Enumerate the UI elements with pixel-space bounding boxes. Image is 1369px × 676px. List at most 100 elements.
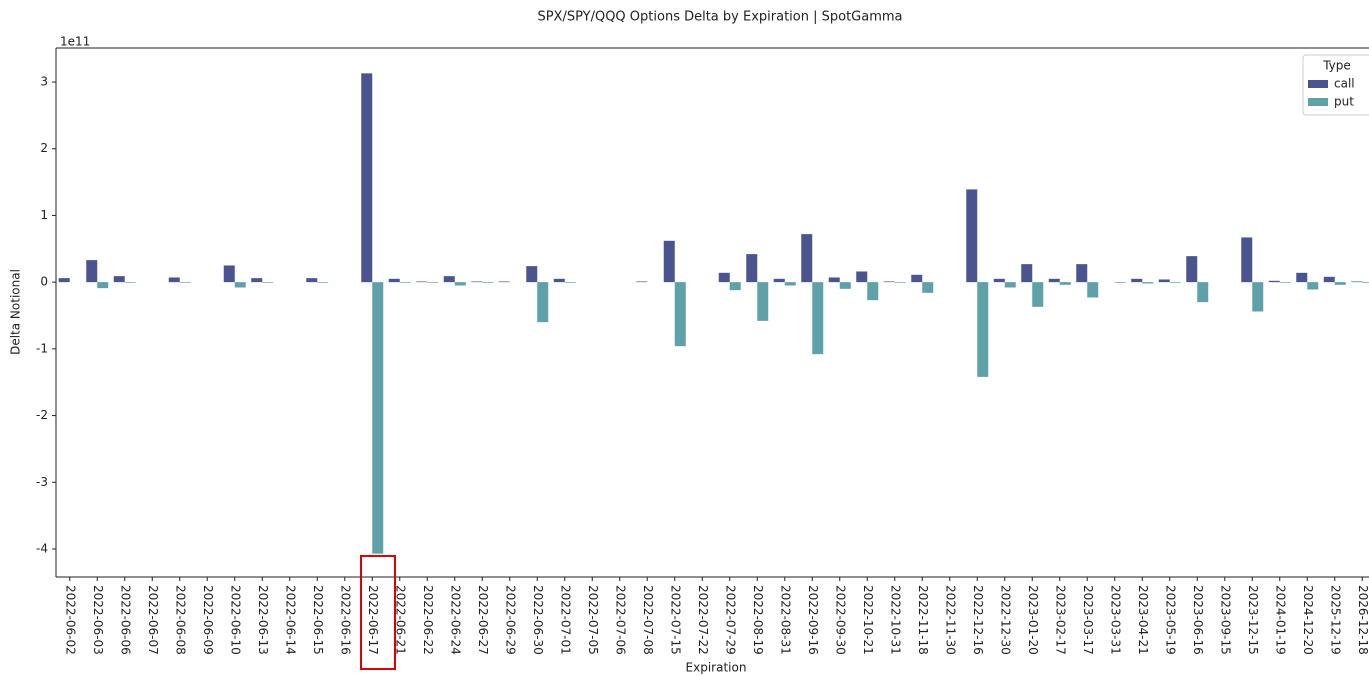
x-tick-label: 2022-07-22 xyxy=(696,585,710,655)
legend-title: Type xyxy=(1322,59,1351,73)
x-tick-label: 2022-07-15 xyxy=(668,585,682,655)
legend-swatch xyxy=(1308,80,1328,88)
bar xyxy=(922,282,934,293)
bar xyxy=(388,278,400,283)
x-tick-label: 2024-01-19 xyxy=(1273,585,1287,655)
bar xyxy=(729,282,741,291)
bar xyxy=(471,281,483,283)
bar xyxy=(1279,282,1291,283)
x-tick-label: 2023-03-31 xyxy=(1108,585,1122,655)
bar xyxy=(113,276,125,283)
x-tick-label: 2022-06-03 xyxy=(91,585,105,655)
bar xyxy=(234,282,246,288)
x-tick-label: 2022-07-01 xyxy=(558,585,572,655)
bar xyxy=(1197,282,1209,303)
bar xyxy=(564,282,576,283)
x-tick-label: 2022-06-22 xyxy=(421,585,435,655)
legend-label: call xyxy=(1334,77,1355,91)
x-tick-label: 2022-10-31 xyxy=(888,585,902,655)
bar xyxy=(179,282,191,283)
bar xyxy=(454,282,466,286)
bar xyxy=(427,282,439,283)
bar xyxy=(416,281,428,283)
x-tick-label: 2022-06-10 xyxy=(228,585,242,655)
bar xyxy=(1241,237,1253,283)
bar xyxy=(663,240,675,283)
x-tick-label: 2022-06-21 xyxy=(393,585,407,655)
x-tick-label: 2022-12-16 xyxy=(971,585,985,655)
x-tick-label: 2022-06-27 xyxy=(476,585,490,655)
bar xyxy=(1252,282,1264,312)
bar xyxy=(443,276,455,283)
x-axis-label: Expiration xyxy=(686,661,747,675)
y-offset-label: 1e11 xyxy=(60,35,90,49)
y-tick-label: -1 xyxy=(36,341,48,355)
bar xyxy=(1186,256,1198,283)
bar xyxy=(784,282,796,286)
bar xyxy=(537,282,549,323)
bar xyxy=(911,274,923,283)
bar xyxy=(883,281,895,283)
x-tick-label: 2022-06-02 xyxy=(63,585,77,655)
bar xyxy=(773,278,785,283)
chart-title: SPX/SPY/QQQ Options Delta by Expiration … xyxy=(537,10,902,25)
x-tick-label: 2022-06-15 xyxy=(311,585,325,655)
x-tick-label: 2022-08-31 xyxy=(778,585,792,655)
y-tick-label: 2 xyxy=(40,141,48,155)
x-tick-label: 2022-10-21 xyxy=(861,585,875,655)
bar xyxy=(894,282,906,283)
bar xyxy=(718,272,730,283)
x-tick-label: 2022-06-16 xyxy=(338,585,352,655)
x-tick-label: 2022-11-30 xyxy=(943,585,957,655)
bar xyxy=(58,278,70,283)
x-tick-label: 2023-04-21 xyxy=(1136,585,1150,655)
bar xyxy=(1296,272,1308,283)
bar xyxy=(1307,282,1319,290)
bar xyxy=(1142,282,1154,284)
bar xyxy=(1087,282,1099,298)
bar xyxy=(1004,282,1016,288)
bar xyxy=(757,282,769,321)
x-tick-label: 2023-01-20 xyxy=(1026,585,1040,655)
bar xyxy=(746,254,758,283)
bar xyxy=(1334,282,1346,285)
x-tick-label: 2023-03-17 xyxy=(1081,585,1095,655)
x-tick-label: 2022-07-29 xyxy=(723,585,737,655)
bar xyxy=(399,282,411,283)
bar xyxy=(1131,278,1143,283)
bar xyxy=(993,278,1005,283)
bar xyxy=(361,73,373,283)
x-tick-label: 2022-07-05 xyxy=(586,585,600,655)
bar xyxy=(1169,282,1181,283)
y-axis-label: Delta Notional xyxy=(9,269,23,355)
x-tick-label: 2023-09-15 xyxy=(1218,585,1232,655)
bar xyxy=(1048,278,1060,283)
x-tick-label: 2024-12-20 xyxy=(1301,585,1315,655)
bar xyxy=(251,278,263,283)
x-tick-label: 2025-12-19 xyxy=(1328,585,1342,655)
bar xyxy=(372,282,384,554)
x-tick-label: 2022-06-30 xyxy=(531,585,545,655)
bar xyxy=(317,282,329,283)
highlight-box xyxy=(360,555,396,670)
bar xyxy=(97,282,109,289)
bar xyxy=(1268,280,1280,283)
bar xyxy=(1076,264,1088,283)
x-tick-label: 2023-02-17 xyxy=(1053,585,1067,655)
x-tick-label: 2022-06-06 xyxy=(118,585,132,655)
bar xyxy=(1032,282,1044,307)
x-tick-label: 2022-06-24 xyxy=(448,585,462,655)
bar xyxy=(839,282,851,289)
x-tick-label: 2022-08-19 xyxy=(751,585,765,655)
legend-swatch xyxy=(1308,98,1328,106)
bar xyxy=(856,271,868,283)
bar xyxy=(977,282,989,377)
bar xyxy=(1114,282,1126,283)
y-tick-label: -2 xyxy=(36,408,48,422)
x-tick-label: 2022-09-30 xyxy=(833,585,847,655)
x-tick-label: 2022-11-18 xyxy=(916,585,930,655)
x-tick-label: 2022-06-09 xyxy=(201,585,215,655)
x-tick-label: 2022-06-13 xyxy=(256,585,270,655)
x-tick-label: 2022-06-07 xyxy=(146,585,160,655)
